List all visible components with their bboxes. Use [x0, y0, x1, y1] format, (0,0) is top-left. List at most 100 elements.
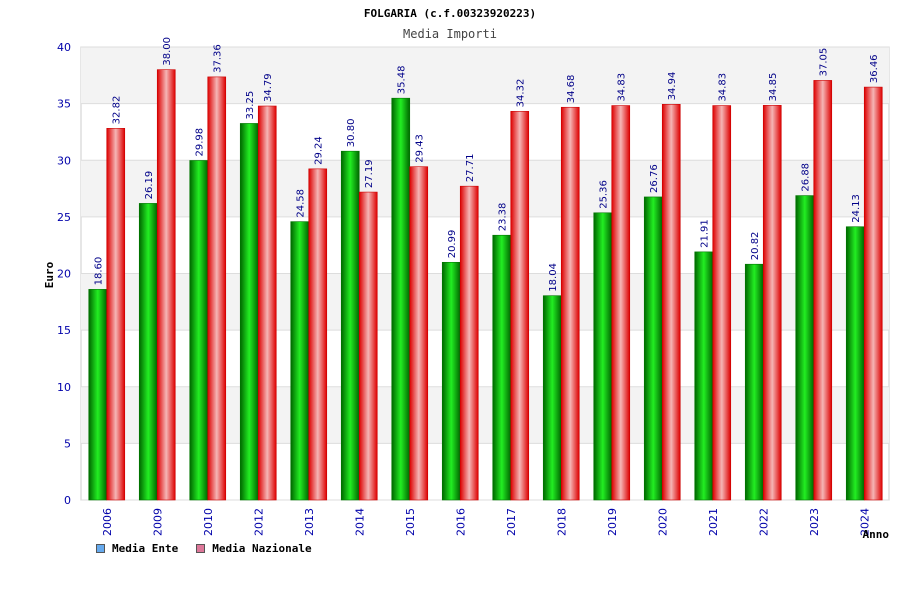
bar-media-nazionale [409, 166, 429, 501]
bar-media-ente [340, 150, 360, 501]
bar-media-ente [593, 212, 613, 501]
legend-item-media-ente: Media Ente [96, 542, 178, 555]
bar-media-ente [239, 123, 259, 501]
x-tick-label: 2019 [606, 508, 619, 536]
bar-media-ente [795, 195, 815, 501]
x-tick-label: 2006 [101, 508, 114, 536]
label-media-ente: 18.60 [94, 257, 105, 286]
y-tick-label: 20 [57, 268, 71, 281]
bar-media-nazionale [156, 69, 176, 501]
label-media-nazionale: 27.71 [465, 154, 476, 183]
label-media-nazionale: 38.00 [162, 37, 173, 66]
x-tick-label: 2024 [858, 508, 871, 536]
legend-label-media-nazionale: Media Nazionale [212, 542, 312, 555]
label-media-nazionale: 37.36 [213, 44, 224, 73]
label-media-ente: 26.88 [801, 163, 812, 192]
x-tick-label: 2010 [202, 508, 215, 536]
bar-media-ente [290, 221, 310, 501]
x-tick-label: 2015 [404, 508, 417, 536]
bar-value-labels: 18.60 32.82 26.19 38.00 29.98 37.36 33.25 34.79… [94, 37, 881, 292]
label-media-nazionale: 37.05 [819, 48, 830, 77]
x-tick-label: 2014 [353, 508, 366, 536]
label-media-ente: 26.19 [144, 171, 155, 200]
x-tick-label: 2012 [252, 508, 265, 536]
label-media-nazionale: 34.83 [617, 73, 628, 102]
bar-media-nazionale [560, 106, 580, 501]
x-tick-label: 2021 [707, 508, 720, 536]
legend-label-media-ente: Media Ente [112, 542, 179, 555]
chart-title: FOLGARIA (c.f.00323920223) [364, 7, 536, 20]
label-media-nazionale: 29.24 [314, 136, 325, 165]
x-tick-label: 2013 [303, 508, 316, 536]
label-media-nazionale: 34.85 [768, 73, 779, 102]
label-media-ente: 35.48 [397, 66, 408, 95]
bar-media-nazionale [611, 105, 631, 501]
x-tick-label: 2023 [808, 508, 821, 536]
label-media-ente: 33.25 [245, 91, 256, 120]
label-media-nazionale: 34.94 [667, 72, 678, 101]
bar-media-nazionale [863, 86, 883, 501]
legend-swatch-media-ente [96, 544, 105, 553]
bar-media-nazionale [308, 168, 328, 501]
y-tick-label: 35 [57, 98, 71, 111]
label-media-nazionale: 34.83 [718, 73, 729, 102]
bar-media-nazionale [762, 105, 782, 501]
label-media-nazionale: 29.43 [415, 134, 426, 163]
label-media-ente: 24.13 [851, 194, 862, 223]
x-tick-label: 2020 [656, 508, 669, 536]
bar-media-ente [441, 261, 461, 501]
bar-media-nazionale [510, 111, 530, 501]
label-media-ente: 21.91 [700, 219, 711, 248]
label-media-nazionale: 27.19 [364, 159, 375, 188]
label-media-ente: 18.04 [548, 263, 559, 292]
bar-media-nazionale [257, 105, 277, 501]
y-tick-label: 0 [64, 494, 71, 507]
label-media-ente: 30.80 [346, 119, 357, 148]
bar-media-nazionale [358, 191, 378, 501]
label-media-ente: 24.58 [296, 189, 307, 218]
bar-media-ente [88, 289, 108, 501]
bar-media-ente [694, 251, 714, 501]
label-media-ente: 20.99 [447, 230, 458, 259]
label-media-nazionale: 34.79 [263, 73, 274, 102]
label-media-ente: 26.76 [649, 164, 660, 193]
y-axis-label: Euro [43, 261, 56, 288]
label-media-ente: 29.98 [195, 128, 206, 157]
bars [88, 69, 883, 501]
label-media-ente: 23.38 [498, 203, 509, 232]
y-tick-label: 10 [57, 381, 71, 394]
y-axis-ticks: 0 5 10 15 20 25 30 35 40 [57, 41, 71, 507]
x-tick-label: 2009 [151, 508, 164, 536]
bar-media-nazionale [813, 80, 833, 501]
bar-media-ente [391, 97, 411, 501]
y-tick-label: 15 [57, 324, 71, 337]
bar-media-nazionale [661, 104, 681, 501]
legend: Media Ente Media Nazionale [96, 542, 312, 555]
y-tick-label: 40 [57, 41, 71, 54]
bar-media-nazionale [712, 105, 732, 501]
label-media-ente: 25.36 [599, 180, 610, 209]
x-axis-label: Anno [863, 528, 890, 541]
bar-media-ente [138, 203, 158, 501]
label-media-nazionale: 34.68 [566, 75, 577, 104]
bar-media-ente [643, 196, 663, 501]
y-tick-label: 30 [57, 154, 71, 167]
bar-media-nazionale [207, 76, 227, 501]
bar-media-ente [542, 295, 562, 501]
x-tick-label: 2017 [505, 508, 518, 536]
bar-media-ente [744, 263, 764, 501]
chart-subtitle: Media Importi [403, 27, 497, 41]
x-tick-label: 2022 [757, 508, 770, 536]
label-media-nazionale: 34.32 [516, 79, 527, 108]
legend-swatch-media-nazionale [196, 544, 206, 553]
label-media-ente: 20.82 [750, 232, 761, 261]
x-axis-ticks: 2006 2009 2010 2012 2013 2014 2015 2016 2017 2018… [101, 508, 872, 536]
label-media-nazionale: 36.46 [869, 54, 880, 83]
y-tick-label: 25 [57, 211, 71, 224]
bar-media-ente [189, 160, 209, 501]
label-media-nazionale: 32.82 [112, 96, 123, 125]
bar-media-nazionale [459, 185, 479, 501]
x-tick-label: 2016 [454, 508, 467, 536]
bar-media-ente [845, 226, 865, 501]
